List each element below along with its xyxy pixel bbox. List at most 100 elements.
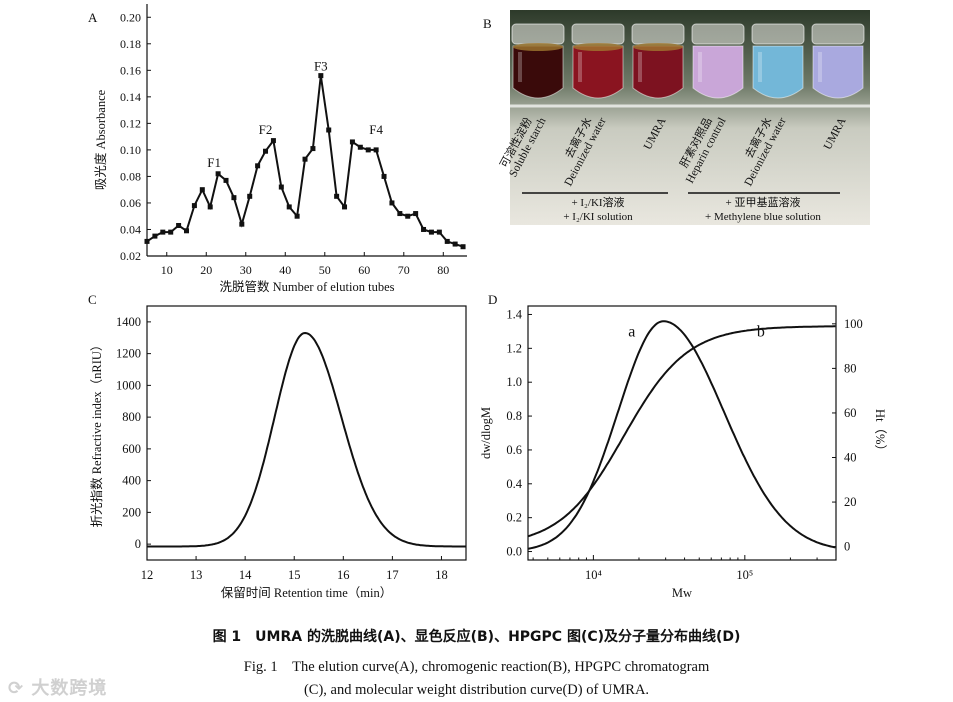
x-axis-title: 洗脱管数 Number of elution tubes	[220, 279, 395, 294]
tube-meniscus	[573, 43, 623, 51]
data-point	[452, 241, 458, 247]
fraction-label: F3	[314, 58, 328, 73]
y-right-tick-label: 80	[844, 361, 857, 375]
data-point	[263, 148, 269, 154]
data-point	[389, 200, 395, 206]
y-tick-label: 200	[122, 505, 141, 519]
data-point	[255, 163, 261, 169]
group2-en-label: + Methylene blue solution	[705, 211, 821, 223]
data-point	[247, 193, 253, 199]
tube-liquid	[572, 45, 624, 99]
data-point	[191, 203, 197, 209]
y-tick-label: 0.20	[120, 10, 141, 24]
group1-cn-label: + I₂/KI溶液	[571, 195, 624, 209]
data-point	[176, 222, 182, 228]
data-point	[413, 211, 419, 217]
watermark-logo: ⟳ 大数跨境	[8, 678, 108, 699]
y-left-tick-label: 0.2	[506, 511, 522, 525]
y-right-axis-title: Ht（%）	[873, 409, 887, 457]
tube-liquid	[512, 45, 564, 99]
fraction-label: F1	[207, 155, 221, 170]
y-tick-label: 1000	[116, 378, 141, 392]
data-point	[421, 226, 427, 232]
data-point	[160, 229, 166, 235]
group1-en-label: + I₂/KI solution	[563, 211, 633, 223]
series-a-label: a	[628, 323, 635, 340]
x-tick-label: 50	[319, 263, 331, 277]
y-right-tick-label: 100	[844, 317, 863, 331]
data-point	[207, 204, 213, 210]
x-tick-label: 30	[240, 263, 252, 277]
data-point	[270, 138, 276, 144]
data-point	[199, 187, 205, 193]
data-point	[152, 233, 158, 239]
x-tick-label: 20	[200, 263, 212, 277]
y-tick-label: 0.04	[120, 222, 141, 236]
data-point	[168, 229, 174, 235]
x-tick-label: 10⁵	[736, 568, 753, 582]
data-point	[436, 229, 442, 235]
data-point	[231, 195, 237, 201]
panel-c-hpgpc-chart: C 0 200 400 600 800 1000 1200 1400 12 13 14 15 16 17 1…	[88, 292, 467, 600]
data-point	[428, 229, 434, 235]
y-tick-label: 0.08	[120, 169, 141, 183]
series-a-distribution-curve	[527, 320, 836, 550]
x-tick-label: 10⁴	[585, 568, 602, 582]
y-left-tick-label: 0.4	[506, 477, 522, 491]
y-left-tick-label: 0.8	[506, 409, 522, 423]
fraction-label: F2	[259, 122, 273, 137]
y-right-tick-label: 0	[844, 540, 850, 554]
fraction-label: F4	[369, 122, 383, 137]
tube-cap	[631, 23, 685, 45]
data-point	[397, 211, 403, 217]
tube-glare	[638, 52, 642, 82]
data-point	[286, 204, 292, 210]
y-left-tick-label: 1.0	[506, 375, 522, 389]
panel-b-label: B	[483, 16, 492, 31]
x-tick-label: 14	[239, 568, 252, 582]
y-left-tick-label: 0.6	[506, 443, 522, 457]
y-tick-label: 600	[122, 442, 141, 456]
data-point	[278, 184, 284, 190]
y-tick-label: 0.06	[120, 196, 141, 210]
panel-a-elution-chart: A 0.02 0.04 0.06 0.08 0.10 0.12 0.14 0.16 0.18 0.…	[88, 4, 467, 294]
data-point	[373, 147, 379, 153]
data-point	[310, 146, 316, 152]
y-tick-label: 0.02	[120, 249, 141, 263]
y-tick-label: 0.16	[120, 63, 141, 77]
y-tick-label: 1400	[116, 315, 141, 329]
x-tick-label: 13	[190, 568, 203, 582]
data-point	[318, 73, 324, 79]
photo-background	[510, 10, 870, 225]
y-right-tick-label: 40	[844, 451, 857, 465]
panel-b-photo: B 可溶性淀粉 Soluble starch 去离子水 Deionized water…	[480, 10, 920, 230]
data-point	[381, 173, 387, 179]
data-point	[239, 221, 245, 227]
data-point	[349, 139, 355, 145]
y-right-tick-label: 60	[844, 406, 857, 420]
data-point	[365, 147, 371, 153]
refractive-index-curve	[147, 331, 466, 548]
series-b-cumulative-curve	[527, 325, 836, 538]
x-tick-label: 16	[337, 568, 350, 582]
tube-meniscus	[513, 43, 563, 51]
tube-meniscus	[633, 43, 683, 51]
y-axis-title: 折光指数 Refractive index（nRIU）	[89, 339, 104, 528]
tube-glare	[518, 52, 522, 82]
panel-a-label: A	[88, 10, 98, 25]
data-point	[302, 156, 308, 162]
y-left-tick-label: 1.2	[506, 341, 522, 355]
data-point	[184, 228, 190, 234]
tube-liquid	[692, 45, 744, 99]
y-tick-label: 0.14	[120, 90, 141, 104]
data-point	[342, 204, 348, 210]
tube-cap	[571, 23, 625, 45]
x-tick-label: 10	[161, 263, 173, 277]
x-tick-label: 80	[437, 263, 449, 277]
tube-cap	[511, 23, 565, 45]
x-tick-label: 15	[288, 568, 301, 582]
x-tick-label: 60	[358, 263, 370, 277]
tube-liquid	[812, 45, 864, 99]
data-point	[223, 177, 229, 183]
